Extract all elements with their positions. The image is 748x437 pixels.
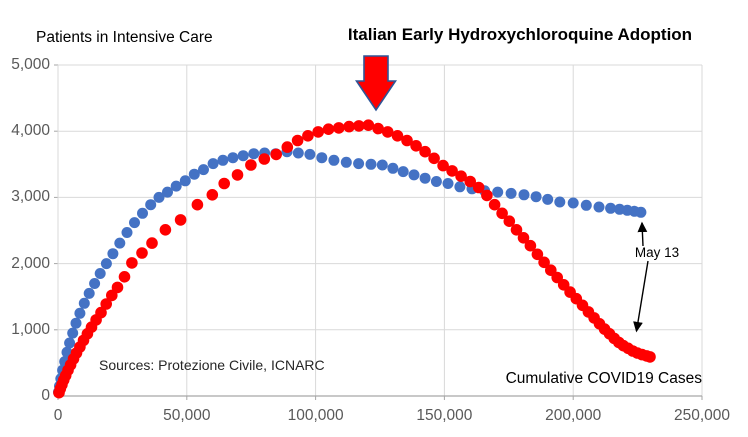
y-tick-label: 3,000 xyxy=(11,188,50,206)
y-tick-label: 0 xyxy=(41,387,50,404)
may13-label: May 13 xyxy=(634,245,680,260)
red-down-arrow-icon xyxy=(354,55,398,112)
source-note: Sources: Protezione Civile, ICNARC xyxy=(99,357,325,373)
x-tick-label: 50,000 xyxy=(163,407,211,424)
x-tick-label: 0 xyxy=(53,407,63,424)
x-axis-title: Cumulative COVID19 Cases xyxy=(505,370,702,387)
y-tick-label: 2,000 xyxy=(11,254,50,272)
x-tick-label: 250,000 xyxy=(673,407,731,424)
y-tick-label: 5,000 xyxy=(11,56,50,73)
x-tick-label: 200,000 xyxy=(545,407,602,424)
x-tick-label: 150,000 xyxy=(416,407,473,424)
red-dots-series xyxy=(53,119,656,399)
may13-arrow-to-red xyxy=(633,260,649,333)
x-tick-label: 100,000 xyxy=(287,407,344,424)
annotations xyxy=(354,55,649,333)
data-points xyxy=(53,119,656,399)
blue-dots-series xyxy=(53,146,647,398)
y-axis-title: Patients in Intensive Care xyxy=(36,29,213,46)
y-tick-label: 4,000 xyxy=(11,122,50,140)
gridlines xyxy=(54,64,703,400)
may13-arrow-to-blue xyxy=(637,221,648,247)
chart-title: Italian Early Hydroxychloroquine Adoptio… xyxy=(347,25,693,44)
y-tick-label: 1,000 xyxy=(11,320,50,338)
